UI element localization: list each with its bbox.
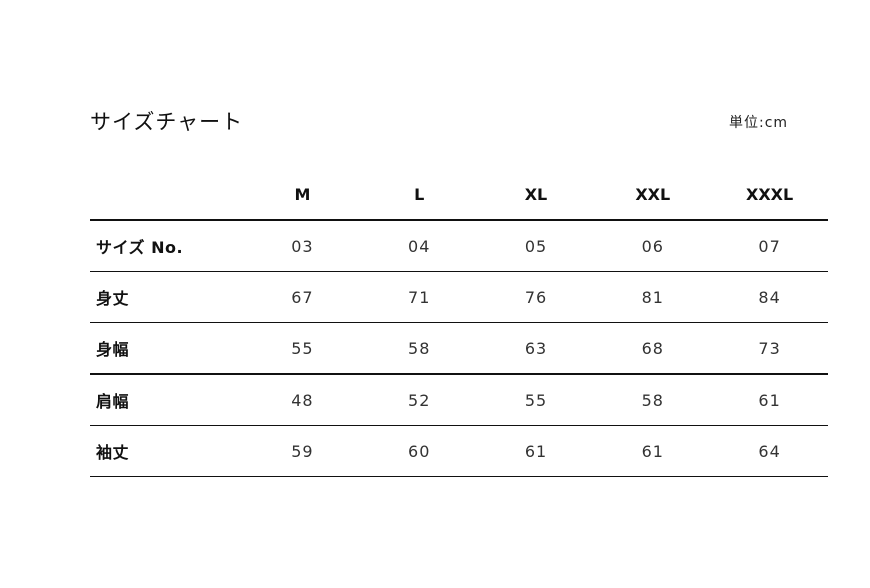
table-cell: 73: [711, 322, 828, 375]
table-cell: 60: [360, 425, 478, 477]
table-cell: 68: [594, 322, 712, 375]
table-cell: 67: [244, 271, 361, 323]
table-row: 袖丈 59 60 61 61 64: [90, 425, 828, 477]
table-cell: 52: [360, 374, 478, 426]
table-cell: 05: [477, 220, 595, 272]
table-cell: 04: [360, 220, 478, 272]
table-cell: 07: [711, 220, 828, 272]
row-label: サイズ No.: [90, 220, 244, 272]
table-cell: 64: [711, 425, 828, 477]
table-row: 身幅 55 58 63 68 73: [90, 322, 828, 375]
table-cell: 71: [360, 271, 478, 323]
header-cell: M: [244, 170, 361, 221]
header-cell: L: [360, 170, 478, 221]
row-label: 肩幅: [90, 374, 244, 426]
row-label: 身丈: [90, 271, 244, 323]
size-chart-table: M L XL XXL XXXL サイズ No. 03 04 05 06 07 身丈 67 71 7…: [90, 170, 828, 477]
header-cell: [90, 170, 244, 221]
table-cell: 84: [711, 271, 828, 323]
table-cell: 03: [244, 220, 361, 272]
table-row: 肩幅 48 52 55 58 61: [90, 374, 828, 426]
table-cell: 63: [477, 322, 595, 375]
table-cell: 58: [360, 322, 478, 375]
table-cell: 61: [477, 425, 595, 477]
row-label: 身幅: [90, 322, 244, 375]
header-cell: XXL: [594, 170, 712, 221]
table-cell: 61: [594, 425, 712, 477]
header-row: M L XL XXL XXXL: [90, 170, 828, 221]
table-cell: 06: [594, 220, 712, 272]
table-cell: 81: [594, 271, 712, 323]
table-cell: 48: [244, 374, 361, 426]
table-cell: 76: [477, 271, 595, 323]
table-row: サイズ No. 03 04 05 06 07: [90, 220, 828, 272]
table-cell: 59: [244, 425, 361, 477]
header-cell: XXXL: [711, 170, 828, 221]
table-row: 身丈 67 71 76 81 84: [90, 271, 828, 323]
page-title: サイズチャート: [90, 110, 244, 134]
unit-label: 単位:cm: [729, 115, 789, 131]
header-cell: XL: [477, 170, 595, 221]
table-cell: 58: [594, 374, 712, 426]
table-cell: 55: [477, 374, 595, 426]
table-cell: 61: [711, 374, 828, 426]
row-label: 袖丈: [90, 425, 244, 477]
table-cell: 55: [244, 322, 361, 375]
